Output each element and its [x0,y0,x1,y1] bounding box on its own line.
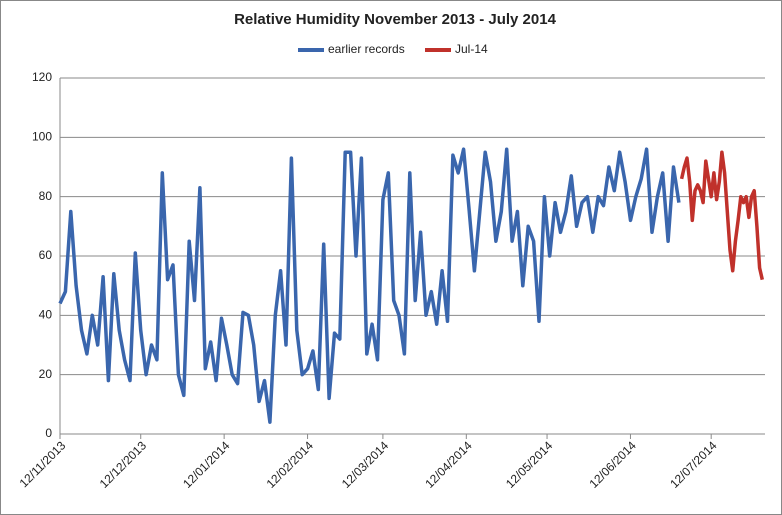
data-line [679,150,765,281]
y-tick-label: 80 [39,189,53,203]
y-tick-label: 100 [32,130,52,144]
y-tick-label: 40 [39,308,53,322]
legend-label: earlier records [328,42,405,56]
y-tick-label: 120 [32,70,52,84]
data-line [58,147,681,424]
chart-title: Relative Humidity November 2013 - July 2… [234,11,556,28]
y-tick-label: 60 [39,248,53,262]
y-tick-label: 20 [39,367,53,381]
legend-label: Jul-14 [455,42,488,56]
y-tick-label: 0 [45,426,52,440]
